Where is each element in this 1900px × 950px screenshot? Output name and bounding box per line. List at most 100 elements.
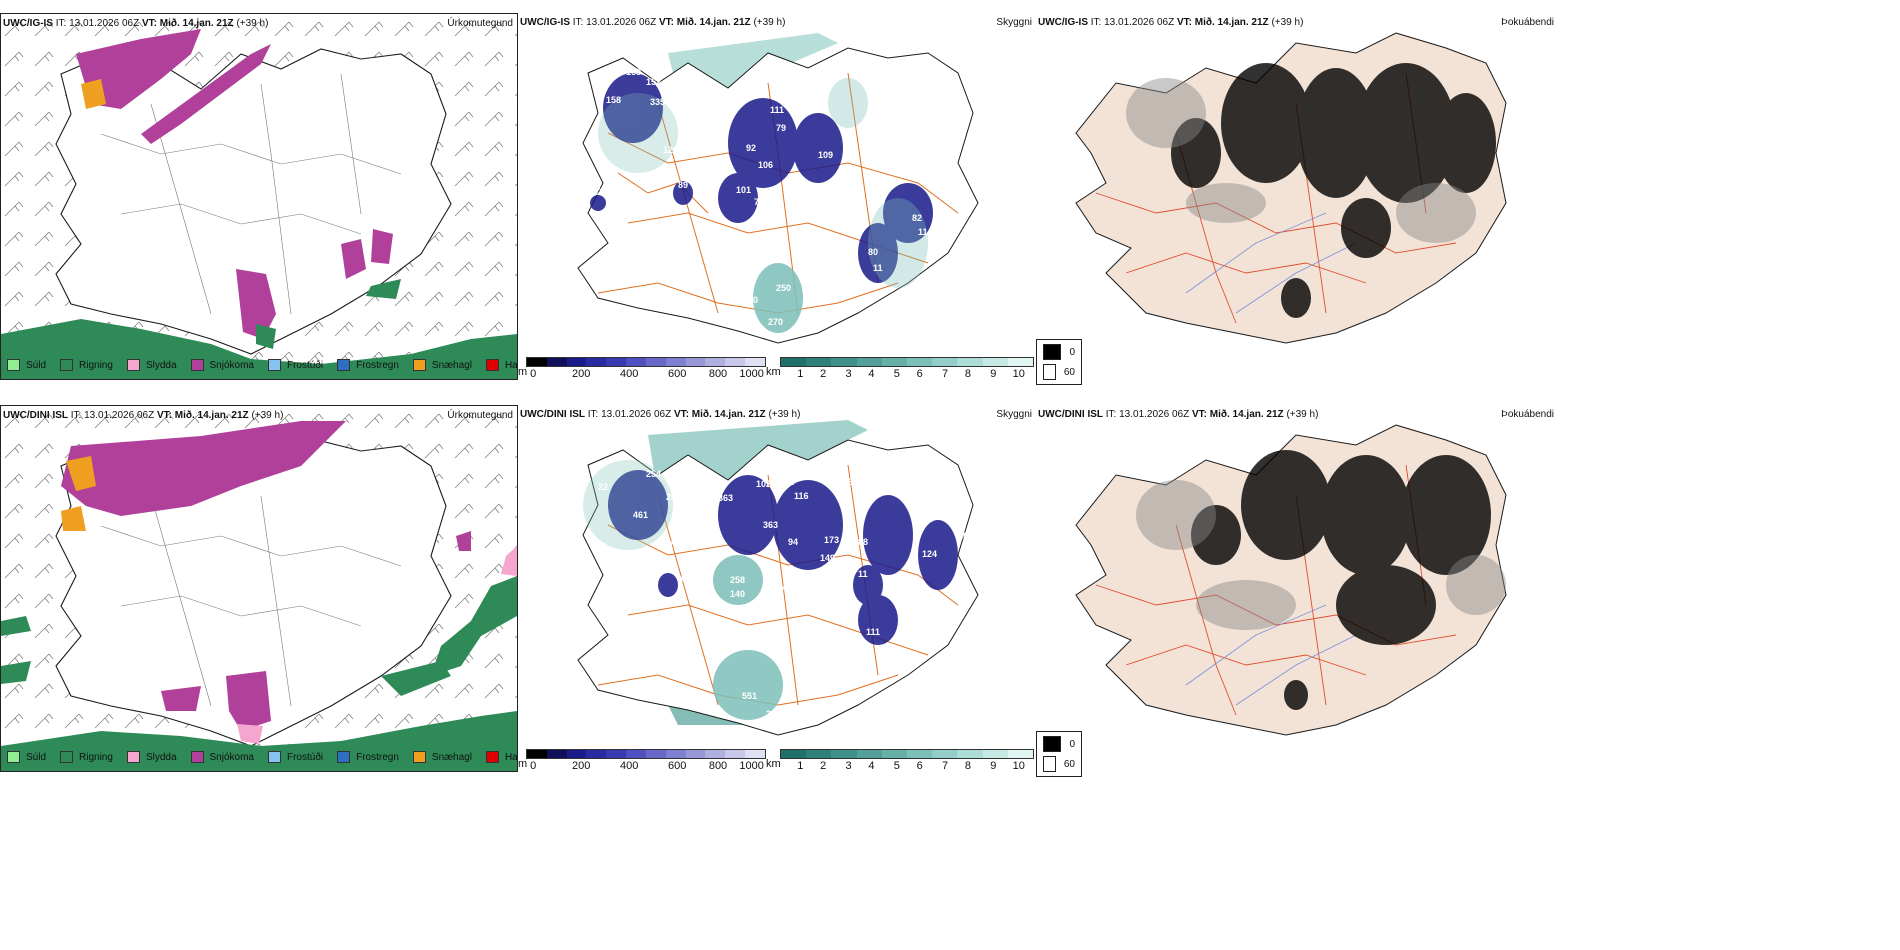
legend-item: Snæhagl (412, 359, 472, 371)
panel-type-label: Þokuábendi (1501, 17, 1554, 28)
legend-swatch (60, 751, 74, 763)
vis-label: 10 (958, 531, 968, 541)
vis-label: 126 (663, 145, 678, 155)
vis-label: 92 (746, 143, 756, 153)
legend-swatch (267, 359, 281, 371)
panel-type-label: Úrkomutegund (447, 18, 513, 29)
legend-item: Slydda (126, 359, 177, 371)
unit-label: m (518, 366, 528, 378)
tick: 8 (964, 368, 972, 380)
vis-label: 332 (766, 709, 781, 719)
legend-item: Súld (7, 751, 46, 763)
tick: 5 (893, 760, 900, 772)
legend-swatch (7, 359, 20, 371)
unit-label: km (766, 366, 781, 378)
vis-label: 270 (768, 317, 783, 327)
tick: 3 (845, 760, 852, 772)
tick: 10 (1012, 760, 1025, 772)
visibility-colorbar: 1 2 3 4 5 6 7 8 9 10 km (766, 357, 1034, 381)
height-colorbar: 0 200 400 600 800 1000 m (518, 749, 766, 773)
tick: 600 (668, 760, 687, 772)
legend-item: Snjókoma (190, 359, 254, 371)
vis-label: 94 (788, 537, 798, 547)
vis-label: 268 (666, 492, 681, 502)
tick: 0 (530, 368, 537, 380)
tick: 200 (572, 368, 591, 380)
model-title: UWC/IG-IS IT: 13.01.2026 06Z VT: Mið. 14… (1038, 17, 1304, 28)
panel-type-label: Úrkomutegund (447, 410, 513, 421)
legend-swatch (267, 751, 281, 763)
legend-swatch (190, 751, 204, 763)
tick: 1 (797, 760, 804, 772)
legend-item: Snjókoma (190, 751, 254, 763)
legend-item: Snæhagl (412, 751, 472, 763)
vis-label: 88 (858, 537, 868, 547)
vis-label: 149 (820, 553, 835, 563)
tick: 5 (893, 368, 900, 380)
fog-legend: 0 60 (1036, 339, 1082, 385)
vis-label: 11 (858, 569, 868, 579)
panel-type-label: Skyggni (996, 409, 1032, 420)
vis-label: 123 (592, 187, 607, 197)
vis-label: 152 (646, 77, 661, 87)
legend-swatch (485, 751, 499, 763)
precip-map-top (1, 14, 517, 379)
vis-label: 101 (736, 185, 751, 195)
vis-label: 1 (568, 195, 573, 205)
tick: 4 (868, 760, 875, 772)
model-title: UWC/DINI ISL IT: 13.01.2026 06Z VT: Mið.… (1038, 409, 1319, 420)
legend-item: Rigning (60, 751, 113, 763)
vis-label: 168 (626, 67, 641, 77)
legend-item: Frostúði (267, 751, 323, 763)
vis-label: 200 (794, 471, 809, 481)
tick: 6 (916, 760, 923, 772)
fog-map-top (1075, 32, 1507, 344)
vis-label: 173 (824, 535, 839, 545)
legend-item: Frostregn (337, 359, 399, 371)
vis-label: 111 (770, 105, 784, 115)
vis-label: 11 (873, 263, 883, 273)
visibility-panel-top: 168 152 335 187 158 126 238 111 79 92 10… (518, 13, 1036, 380)
precip-type-panel-bottom: UWC/DINI ISL IT: 13.01.2026 06Z VT: Mið.… (0, 405, 533, 772)
visibility-colorbar: 1 2 3 4 5 6 7 8 9 10 km (766, 749, 1034, 773)
vis-label: 11 (918, 227, 928, 237)
vis-label: 82 (912, 213, 922, 223)
legend-swatch (412, 359, 426, 371)
unit-label: km (766, 758, 781, 770)
vis-label: 102 (756, 479, 771, 489)
legend-item: Slydda (126, 751, 177, 763)
vis-label: 22 (598, 482, 608, 492)
legend-item: Frostregn (337, 751, 399, 763)
model-title: UWC/IG-IS IT: 13.01.2026 06Z VT: Mið. 14… (3, 18, 269, 29)
visibility-map-top: 168 152 335 187 158 126 238 111 79 92 10… (568, 33, 979, 344)
vis-label: 34 (840, 493, 850, 503)
tick: 800 (708, 368, 728, 380)
tick: 7 (942, 760, 949, 772)
vis-label: 80 (868, 247, 878, 257)
legend-swatch (337, 751, 351, 763)
legend-item: Rigning (60, 359, 113, 371)
legend-swatch (412, 751, 426, 763)
vis-label: 10 (748, 295, 758, 305)
tick: 1000 (739, 760, 764, 772)
legend-swatch (126, 751, 140, 763)
precip-map-bottom (1, 406, 517, 771)
vis-label: 363 (763, 520, 778, 530)
tick: 6 (916, 368, 923, 380)
legend-item: Súld (7, 359, 46, 371)
vis-label: 140 (730, 589, 745, 599)
vis-label: 238 (718, 101, 733, 111)
tick: 7 (942, 368, 949, 380)
vis-label: 133 (838, 477, 853, 487)
vis-label: 187 (670, 99, 685, 109)
legend-item: Frostúði (267, 359, 323, 371)
fog-legend: 0 60 (1036, 731, 1082, 777)
tick: 1000 (739, 368, 764, 380)
vis-label: 91 (678, 575, 688, 585)
tick: 2 (820, 760, 827, 772)
tick: 2 (820, 368, 827, 380)
legend-swatch (337, 359, 351, 371)
vis-label: 89 (678, 180, 688, 190)
vis-label: 335 (650, 97, 665, 107)
panel-type-label: Þokuábendi (1501, 409, 1554, 420)
